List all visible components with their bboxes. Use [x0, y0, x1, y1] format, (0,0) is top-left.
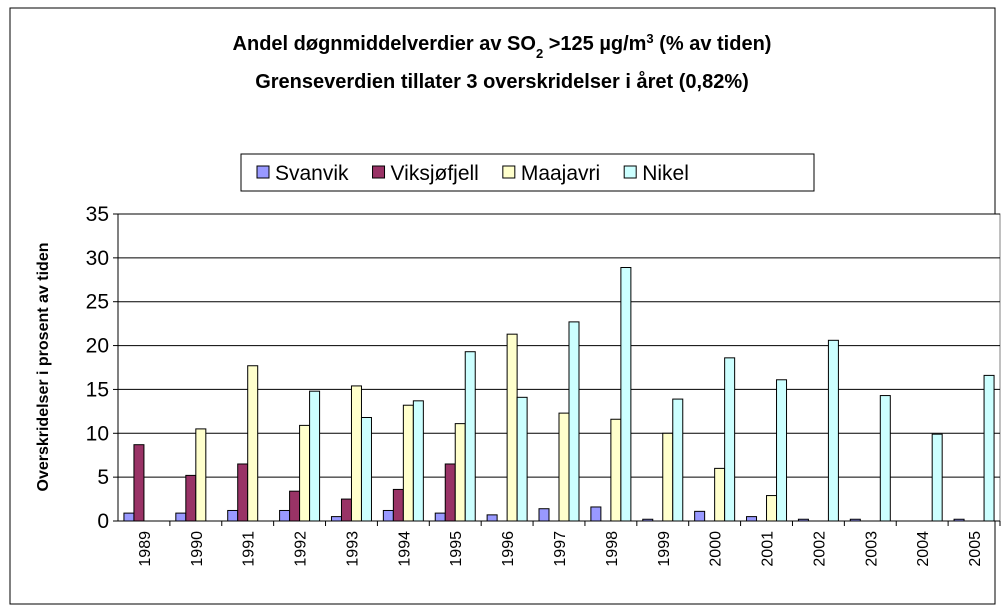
bar [195, 428, 207, 522]
bar [766, 495, 778, 522]
x-tick-label: 2002 [811, 531, 828, 567]
y-tick-label: 0 [97, 510, 109, 533]
y-tick-label: 10 [86, 422, 109, 445]
bar [309, 390, 321, 522]
bar [279, 509, 291, 522]
title-part: Andel døgnmiddelverdier av SO [233, 33, 536, 55]
legend [240, 153, 815, 192]
legend-swatch [372, 165, 386, 179]
bar [746, 516, 758, 522]
bar [175, 512, 187, 522]
y-axis-label: Overskridelser i prosent av tiden [35, 243, 52, 492]
legend-swatch [502, 165, 516, 179]
bar [330, 516, 342, 522]
bar [464, 351, 476, 522]
y-tick-label: 5 [97, 466, 109, 489]
x-tick-label: 2001 [760, 531, 777, 567]
bar [299, 424, 311, 522]
legend-label: Svanvik [275, 162, 349, 185]
x-tick-label: 1994 [396, 531, 413, 567]
bar [402, 404, 414, 522]
bar [714, 467, 726, 522]
bar [662, 432, 674, 522]
bar [133, 444, 145, 522]
y-tick-label: 35 [86, 203, 109, 226]
x-tick-label: 2004 [915, 531, 932, 567]
title-part: (% av tiden) [654, 33, 772, 55]
x-tick-label: 1989 [137, 531, 154, 567]
chart-subtitle: Grenseverdien tillater 3 overskridelser … [255, 70, 749, 93]
bar [953, 518, 965, 522]
bar [392, 488, 404, 522]
bar [879, 395, 891, 522]
y-tick-label: 30 [86, 247, 109, 270]
bar [931, 433, 943, 522]
title-part: 3 [646, 31, 653, 46]
x-tick-label: 1990 [189, 531, 206, 567]
bar [672, 398, 684, 522]
legend-label: Maajavri [521, 162, 600, 185]
bar [558, 412, 570, 522]
x-tick-label: 1991 [241, 531, 258, 567]
bar [185, 474, 197, 522]
x-tick-label: 1993 [344, 531, 361, 567]
x-tick-label: 2005 [967, 531, 984, 567]
y-tick-label: 15 [86, 378, 109, 401]
legend-label: Viksjøfjell [391, 162, 479, 185]
bar [506, 333, 518, 522]
title-part: >125 µg/m [543, 33, 646, 55]
x-tick-label: 1999 [656, 531, 673, 567]
bar [590, 506, 602, 522]
bar [237, 463, 249, 522]
bar [412, 400, 424, 522]
x-tick-label: 1995 [448, 531, 465, 567]
bar [340, 498, 352, 522]
bar [289, 490, 301, 522]
bar [538, 508, 550, 522]
bar [444, 463, 456, 522]
bar [724, 357, 736, 522]
legend-swatch [623, 165, 637, 179]
bar [247, 365, 259, 522]
chart-title: Andel døgnmiddelverdier av SO2 >125 µg/m… [233, 31, 772, 61]
legend-swatch [256, 165, 270, 179]
x-tick-label: 1998 [604, 531, 621, 567]
y-tick-label: 25 [86, 291, 109, 314]
bar [827, 339, 839, 522]
bar [694, 510, 706, 522]
title-part: 2 [536, 46, 543, 61]
bar [454, 423, 466, 522]
bar [382, 509, 394, 522]
bar [983, 374, 995, 522]
bar [350, 385, 362, 522]
x-tick-label: 1997 [552, 531, 569, 567]
bar [849, 518, 861, 522]
y-tick-label: 20 [86, 335, 109, 358]
bar [360, 416, 372, 522]
x-tick-label: 1996 [500, 531, 517, 567]
bar [516, 396, 528, 522]
legend-label: Nikel [642, 162, 689, 185]
x-tick-label: 2003 [863, 531, 880, 567]
x-tick-label: 2000 [708, 531, 725, 567]
bar [568, 321, 580, 522]
bar [123, 512, 135, 522]
bar [797, 518, 809, 522]
bar [434, 512, 446, 522]
bar [776, 379, 788, 522]
bar [227, 509, 239, 522]
bar [486, 514, 498, 522]
x-tick-label: 1992 [293, 531, 310, 567]
bar [642, 518, 654, 522]
bar [610, 418, 622, 522]
bar [620, 267, 632, 522]
